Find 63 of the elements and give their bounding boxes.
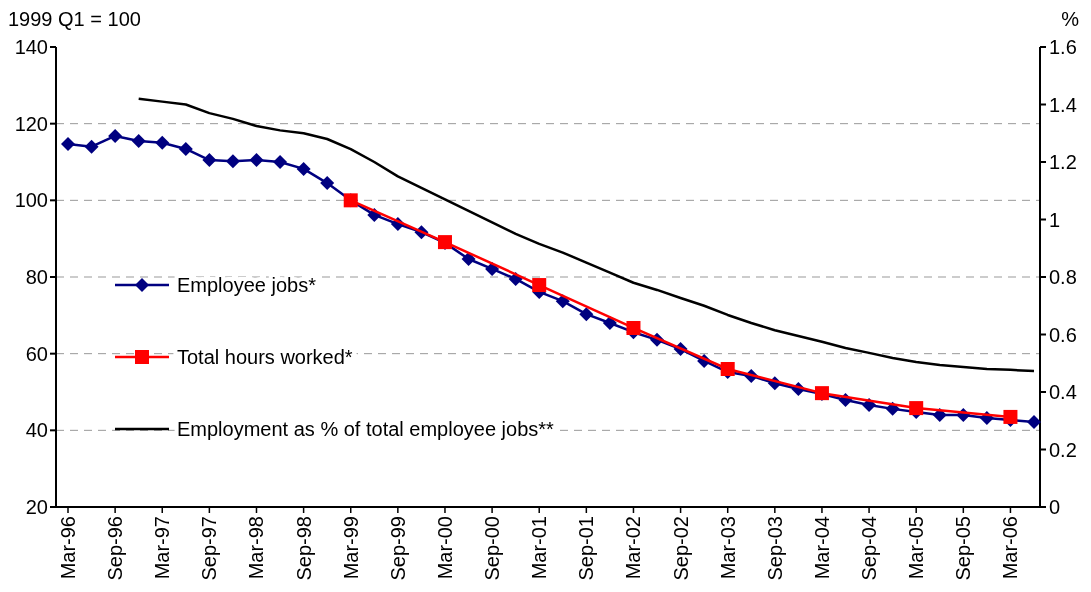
point bbox=[1003, 409, 1018, 424]
y-tick-label: 120 bbox=[14, 112, 48, 135]
point bbox=[1027, 414, 1041, 429]
point bbox=[720, 362, 735, 376]
x-tick-label: Sep-01 bbox=[575, 516, 598, 581]
point bbox=[84, 139, 99, 154]
point bbox=[155, 135, 170, 150]
legend-label: Total hours worked* bbox=[177, 346, 353, 368]
y2-tick-label: 0.8 bbox=[1049, 266, 1077, 288]
point bbox=[273, 155, 288, 169]
y2-tick-label: 1 bbox=[1049, 208, 1061, 231]
x-tick-label: Mar-00 bbox=[433, 516, 456, 580]
y-tick-label: 20 bbox=[25, 496, 48, 518]
x-tick-label: Mar-02 bbox=[622, 516, 645, 580]
x-tick-label: Sep-99 bbox=[386, 516, 409, 581]
x-tick-label: Sep-05 bbox=[952, 516, 975, 581]
x-tick-label: Mar-97 bbox=[151, 516, 174, 580]
x-tick-label: Mar-06 bbox=[999, 516, 1022, 580]
x-tick-label: Sep-97 bbox=[198, 516, 221, 581]
y-tick-label: 40 bbox=[25, 419, 48, 442]
x-tick-label: Sep-98 bbox=[292, 516, 315, 581]
y2-tick-label: 1.2 bbox=[1049, 151, 1077, 173]
y-tick-label: 80 bbox=[25, 266, 48, 288]
point bbox=[178, 141, 193, 156]
y2-tick-label: 0.2 bbox=[1049, 438, 1077, 461]
point bbox=[320, 176, 335, 191]
y-tick-label: 140 bbox=[14, 36, 48, 58]
y-axis-title: 1999 Q1 = 100 bbox=[8, 8, 141, 30]
y2-tick-label: 0.6 bbox=[1049, 323, 1077, 346]
legend-label: Employment as % of total employee jobs** bbox=[177, 418, 555, 440]
y-tick-label: 100 bbox=[14, 189, 48, 212]
y2-axis-title: % bbox=[1061, 8, 1080, 30]
x-tick-label: Mar-98 bbox=[245, 516, 268, 580]
x-tick-label: Mar-96 bbox=[57, 516, 79, 580]
point bbox=[61, 136, 75, 151]
x-tick-label: Mar-05 bbox=[905, 516, 928, 580]
point bbox=[249, 153, 264, 168]
y-tick-label: 60 bbox=[25, 342, 48, 365]
y2-tick-label: 0 bbox=[1049, 496, 1061, 518]
x-tick-label: Mar-01 bbox=[528, 516, 551, 580]
y2-tick-label: 0.4 bbox=[1049, 381, 1077, 403]
point bbox=[296, 161, 311, 176]
legend-label: Employee jobs* bbox=[177, 274, 317, 296]
x-tick-label: Sep-00 bbox=[481, 516, 504, 581]
x-tick-label: Mar-03 bbox=[716, 516, 739, 580]
x-tick-label: Sep-04 bbox=[858, 516, 881, 581]
point bbox=[626, 320, 641, 335]
point bbox=[602, 316, 617, 330]
point bbox=[131, 133, 146, 148]
point bbox=[532, 278, 547, 293]
point bbox=[579, 307, 594, 322]
point bbox=[202, 153, 217, 168]
y2-tick-label: 1.6 bbox=[1049, 36, 1077, 58]
point bbox=[225, 154, 240, 169]
point bbox=[461, 251, 476, 266]
x-tick-label: Sep-96 bbox=[104, 516, 127, 581]
x-tick-label: Sep-03 bbox=[763, 516, 786, 581]
point bbox=[108, 128, 123, 143]
line-series bbox=[137, 97, 1036, 373]
y2-tick-label: 1.4 bbox=[1049, 93, 1077, 116]
x-tick-label: Sep-02 bbox=[669, 516, 692, 581]
x-tick-label: Mar-04 bbox=[810, 516, 833, 580]
x-tick-label: Mar-99 bbox=[339, 516, 362, 580]
